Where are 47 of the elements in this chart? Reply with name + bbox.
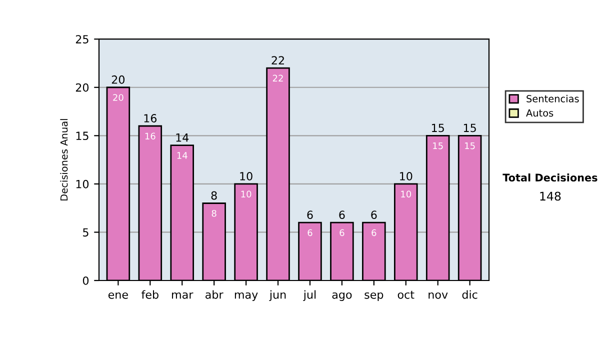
legend-label: Autos <box>526 109 554 117</box>
total-label: 20 <box>112 75 125 84</box>
total-label: 15 <box>464 124 476 132</box>
data-label: 15 <box>465 142 475 150</box>
y-tick-label: 20 <box>76 83 89 92</box>
total-label: 16 <box>144 114 157 122</box>
x-tick-label: sep <box>364 292 384 301</box>
x-tick-label: ago <box>332 292 352 301</box>
data-label: 10 <box>241 190 252 198</box>
text: Total Decisiones <box>502 173 598 182</box>
y-tick-label: 15 <box>76 132 88 140</box>
total-label: 6 <box>307 210 313 220</box>
x-tick-label: dic <box>462 290 478 299</box>
x-tick-label: jun <box>269 290 286 301</box>
x-tick-label: ene <box>108 292 128 299</box>
total-label: 22 <box>272 56 284 64</box>
data-label: 16 <box>145 132 156 140</box>
data-label: 6 <box>308 229 312 236</box>
x-tick-label: nov <box>428 292 448 299</box>
legend-label: Sentencias <box>526 94 579 102</box>
x-tick-label: oct <box>398 290 414 299</box>
y-tick-label: 10 <box>76 180 89 188</box>
data-label: 20 <box>113 94 124 101</box>
y-tick-label: 5 <box>83 228 88 237</box>
data-label: 15 <box>433 142 443 150</box>
text: 148 <box>540 192 561 201</box>
y-tick-label: 25 <box>76 35 88 44</box>
data-label: 14 <box>177 152 188 159</box>
x-tick-label: mar <box>172 292 194 299</box>
data-label: 10 <box>401 190 412 198</box>
x-tick-label: feb <box>142 290 158 299</box>
data-label: 6 <box>340 229 344 236</box>
total-label: 6 <box>339 210 345 220</box>
total-label: 6 <box>371 210 377 220</box>
total-label: 10 <box>400 172 412 180</box>
data-label: 6 <box>372 229 376 236</box>
data-label: 8 <box>212 210 216 217</box>
y-axis-title: Decisiones Anual <box>60 119 68 200</box>
x-tick-label: may <box>234 292 258 301</box>
total-label: 15 <box>432 124 444 132</box>
total-label: 14 <box>176 134 189 142</box>
data-label: 22 <box>272 74 283 82</box>
total-label: 8 <box>211 191 217 200</box>
x-tick-label: abr <box>206 290 224 299</box>
total-label: 10 <box>240 172 252 180</box>
y-tick-label: 0 <box>82 276 89 285</box>
x-tick-label: jul <box>303 290 316 301</box>
